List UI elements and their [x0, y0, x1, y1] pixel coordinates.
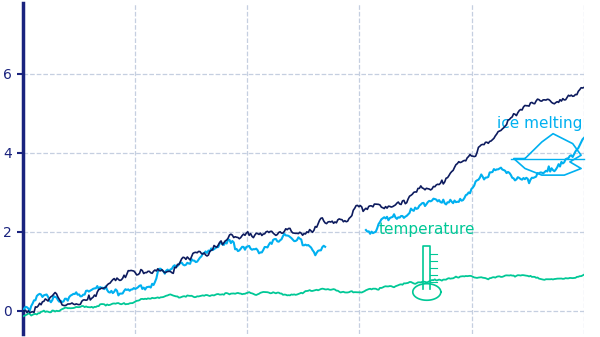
Text: temperature: temperature [379, 222, 476, 237]
Text: ice melting: ice melting [497, 116, 583, 131]
